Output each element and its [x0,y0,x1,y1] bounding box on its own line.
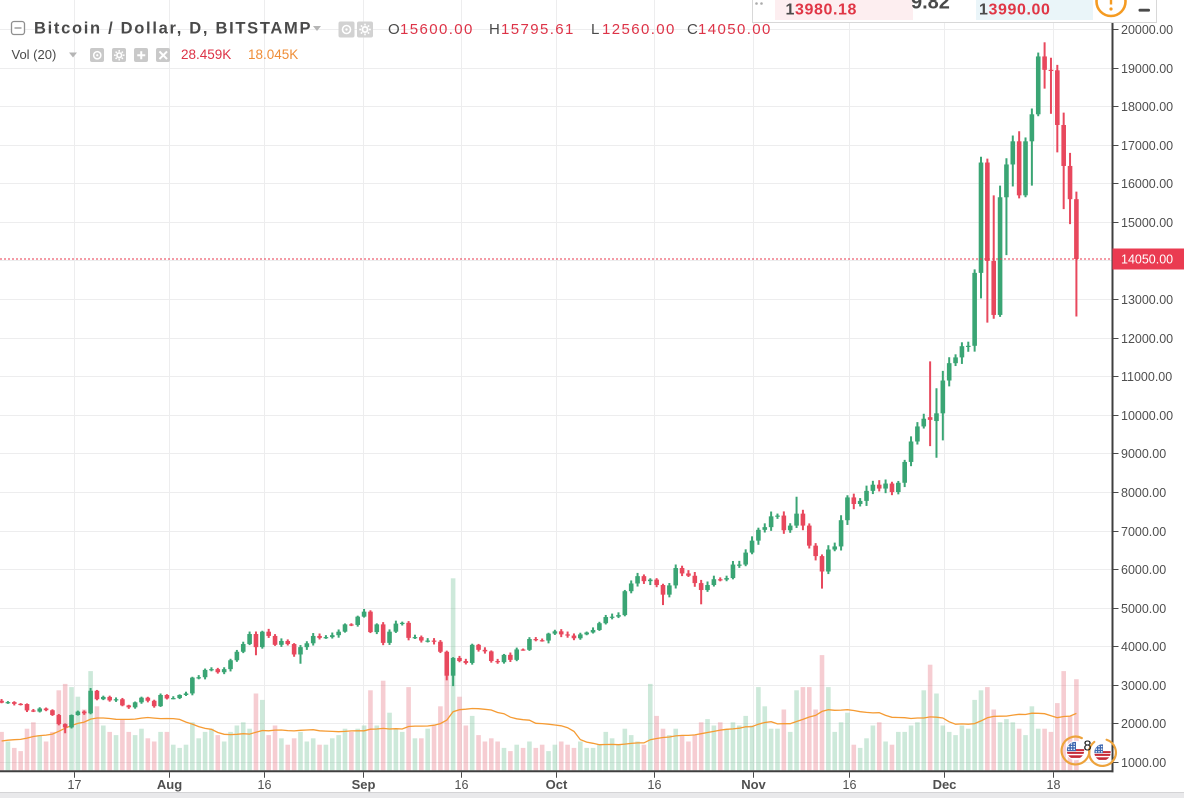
svg-text:4000.00: 4000.00 [1121,640,1166,654]
svg-text:6000.00: 6000.00 [1121,563,1166,577]
svg-text:2000.00: 2000.00 [1121,717,1166,731]
svg-text:O: O [388,21,400,38]
svg-text:15000.00: 15000.00 [1121,216,1173,230]
svg-text:Dec: Dec [933,777,957,792]
svg-text:14050.00: 14050.00 [698,21,772,38]
svg-text:Bitcoin / Dollar, D, BITSTAMP: Bitcoin / Dollar, D, BITSTAMP [34,20,312,38]
svg-text:8000.00: 8000.00 [1121,486,1166,500]
svg-text:16: 16 [648,778,662,792]
svg-text:18: 18 [1047,778,1061,792]
svg-text:16: 16 [455,778,469,792]
svg-text:15795.61: 15795.61 [501,21,575,38]
svg-text:Sep: Sep [352,777,376,792]
svg-text:16000.00: 16000.00 [1121,177,1173,191]
svg-text:Vol (20): Vol (20) [12,47,57,62]
svg-text:10000.00: 10000.00 [1121,409,1173,423]
svg-text:L: L [591,21,599,38]
svg-text:11000.00: 11000.00 [1121,370,1172,384]
svg-text:C: C [687,21,698,38]
svg-text:18.045K: 18.045K [248,47,298,62]
svg-text:17000.00: 17000.00 [1121,139,1173,153]
svg-text:9000.00: 9000.00 [1121,447,1166,461]
svg-text:7000.00: 7000.00 [1121,525,1166,539]
svg-text:12560.00: 12560.00 [602,21,676,38]
svg-text:12000.00: 12000.00 [1121,332,1173,346]
svg-text:8: 8 [1084,739,1092,755]
svg-text:3000.00: 3000.00 [1121,679,1166,693]
svg-text:18000.00: 18000.00 [1121,100,1173,114]
svg-text:16: 16 [258,778,272,792]
svg-text:1000.00: 1000.00 [1121,756,1166,770]
svg-text:13000.00: 13000.00 [1121,293,1173,307]
svg-text:Aug: Aug [157,777,182,792]
svg-text:17: 17 [68,778,82,792]
svg-text:16: 16 [843,778,857,792]
svg-text:Nov: Nov [741,777,766,792]
svg-text:20000.00: 20000.00 [1121,23,1173,37]
svg-text:H: H [489,21,500,38]
svg-text:5000.00: 5000.00 [1121,602,1166,616]
svg-text:13980.18: 13980.18 [786,2,858,19]
svg-text:14050.00: 14050.00 [1121,252,1173,266]
svg-text:Oct: Oct [546,777,568,792]
svg-text:28.459K: 28.459K [181,47,231,62]
svg-text:19000.00: 19000.00 [1121,62,1173,76]
svg-text:13990.00: 13990.00 [979,2,1051,19]
svg-text:9.82: 9.82 [911,0,950,14]
svg-text:15600.00: 15600.00 [400,21,474,38]
